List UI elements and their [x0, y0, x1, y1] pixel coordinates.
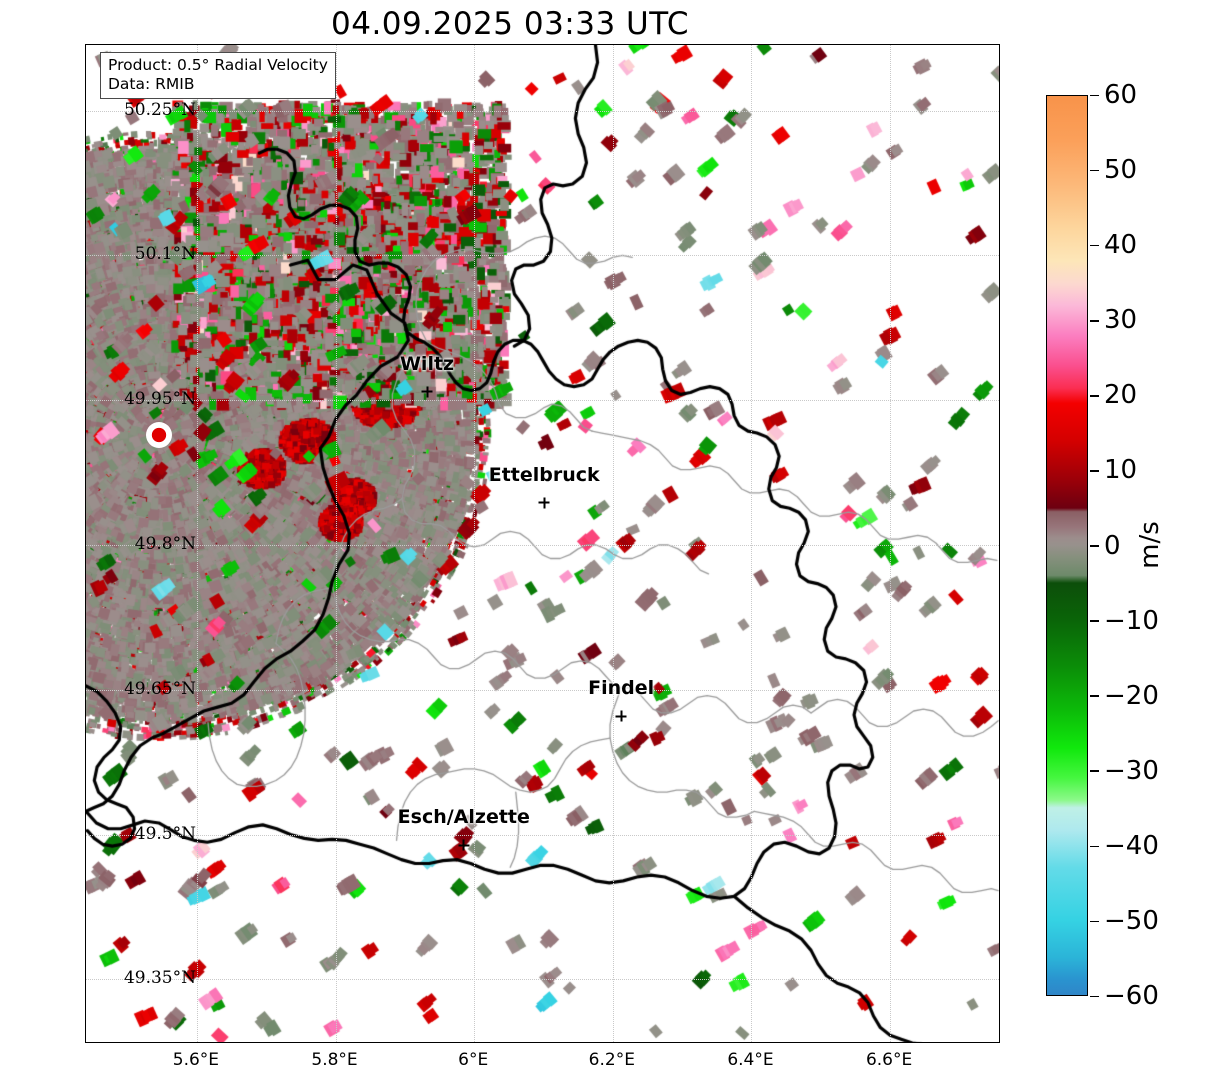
- colorbar-tick-mark: [1090, 845, 1099, 848]
- colorbar: [1046, 95, 1088, 996]
- gridline-lat: [86, 689, 999, 691]
- colorbar-tick-label: −10: [1104, 605, 1159, 636]
- gridline-lon: [335, 45, 337, 1042]
- colorbar-tick-label: 30: [1104, 305, 1138, 336]
- city-marker: [458, 839, 470, 851]
- product-info-box: Product: 0.5° Radial Velocity Data: RMIB: [100, 52, 336, 99]
- colorbar-tick-mark: [1090, 770, 1099, 773]
- y-tick-label: 49.8°N: [134, 533, 196, 554]
- colorbar-tick-mark: [1090, 395, 1099, 397]
- plot-inner: Wiltz Ettelbruck Findel Esch/Alzette: [86, 45, 999, 1042]
- gridline-lat: [86, 979, 999, 981]
- city-label: Wiltz: [399, 352, 455, 375]
- y-tick-label: 49.5°N: [134, 823, 196, 844]
- x-tick-label: 6°E: [458, 1050, 489, 1070]
- colorbar-tick-label: 20: [1104, 380, 1138, 411]
- colorbar-tick-label: 50: [1104, 155, 1138, 186]
- colorbar-tick: −30: [1090, 756, 1159, 786]
- gridline-lat: [86, 400, 999, 402]
- y-tick-label: 49.35°N: [123, 968, 196, 989]
- colorbar-tick: 30: [1090, 305, 1137, 335]
- city-label: Ettelbruck: [488, 463, 600, 486]
- colorbar-tick: −20: [1090, 681, 1159, 711]
- gridline-lat: [86, 834, 999, 836]
- product-line: Product: 0.5° Radial Velocity: [108, 56, 328, 74]
- colorbar-tick: −10: [1090, 606, 1159, 636]
- colorbar-tick-label: −60: [1104, 981, 1159, 1011]
- gridline-lon: [196, 45, 198, 1042]
- radar-site-marker[interactable]: [145, 421, 172, 448]
- colorbar-tick-mark: [1090, 94, 1099, 97]
- colorbar-tick: −50: [1090, 906, 1159, 936]
- colorbar-tick-mark: [1090, 169, 1099, 172]
- x-tick-label: 6.4°E: [727, 1050, 774, 1070]
- map-vector-layer: [86, 45, 999, 1042]
- radar-map-plot[interactable]: Wiltz Ettelbruck Findel Esch/Alzette Produc…: [85, 44, 1000, 1043]
- city-label: Esch/Alzette: [397, 806, 530, 829]
- colorbar-tick: 10: [1090, 455, 1137, 485]
- colorbar-tick: 0: [1090, 531, 1121, 561]
- x-tick-label: 5.6°E: [172, 1050, 220, 1070]
- gridline-lon: [751, 45, 753, 1042]
- city-marker: [615, 710, 627, 722]
- gridline-lat: [86, 544, 999, 546]
- colorbar-tick-mark: [1090, 470, 1099, 472]
- colorbar-tick: 20: [1090, 380, 1137, 410]
- colorbar-tick-label: −30: [1104, 755, 1159, 786]
- colorbar-tick-mark: [1090, 319, 1099, 322]
- page-title: 04.09.2025 03:33 UTC: [331, 6, 689, 42]
- colorbar-label: m/s: [1135, 521, 1165, 569]
- x-tick-label: 5.8°E: [311, 1050, 358, 1070]
- city-marker: [421, 386, 433, 398]
- colorbar-tick: 60: [1090, 80, 1137, 110]
- x-tick-label: 6.2°E: [588, 1050, 635, 1070]
- colorbar-tick-label: 60: [1104, 80, 1138, 110]
- gridline-lat: [86, 110, 999, 112]
- colorbar-tick: 50: [1090, 155, 1137, 185]
- y-tick-label: 49.95°N: [123, 389, 196, 410]
- colorbar-tick: 40: [1090, 230, 1137, 260]
- colorbar-tick: −40: [1090, 831, 1159, 861]
- y-tick-label: 50.25°N: [123, 99, 196, 120]
- colorbar-tick-mark: [1090, 545, 1099, 547]
- colorbar-tick-mark: [1090, 920, 1099, 923]
- y-tick-label: 50.1°N: [134, 244, 196, 265]
- colorbar-tick-label: 0: [1104, 530, 1121, 561]
- colorbar-tick-label: −20: [1104, 680, 1159, 711]
- city-label: Findel: [588, 677, 655, 700]
- city-marker: [538, 497, 550, 509]
- colorbar-tick-label: −40: [1104, 830, 1159, 861]
- colorbar-tick-label: −50: [1104, 905, 1159, 936]
- y-tick-label: 49.65°N: [123, 678, 196, 699]
- colorbar-tick-mark: [1090, 244, 1099, 247]
- colorbar-tick-mark: [1090, 695, 1099, 697]
- gridline-lon: [890, 45, 892, 1042]
- x-tick-label: 6.6°E: [865, 1050, 913, 1070]
- data-source-line: Data: RMIB: [108, 75, 195, 93]
- colorbar-tick-mark: [1090, 995, 1099, 998]
- gridline-lat: [86, 255, 999, 257]
- colorbar-tick: −60: [1090, 981, 1159, 1011]
- colorbar-tick-label: 10: [1104, 455, 1138, 486]
- colorbar-tick-label: 40: [1104, 230, 1138, 261]
- gridline-lon: [612, 45, 614, 1042]
- gridline-lon: [474, 45, 476, 1042]
- colorbar-tick-mark: [1090, 620, 1099, 622]
